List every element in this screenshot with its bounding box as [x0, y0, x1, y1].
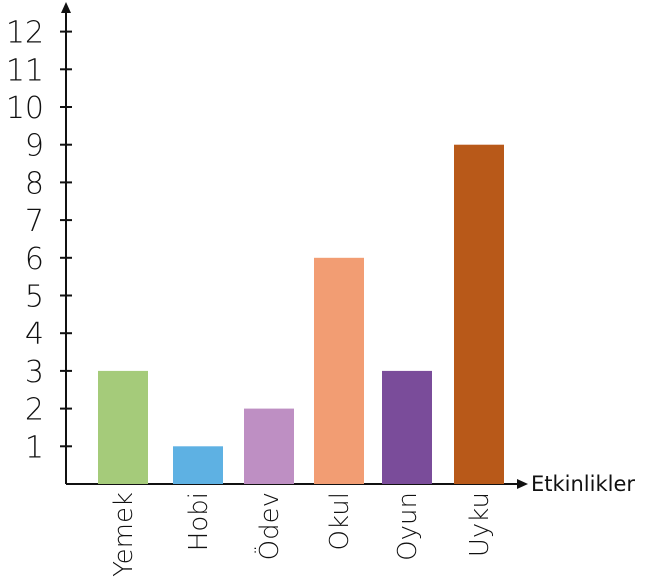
bar-oyun	[382, 370, 432, 484]
y-tick-label: 6	[25, 242, 44, 277]
category-label: Ödev	[253, 492, 285, 560]
bar-okul	[314, 257, 364, 484]
y-tick-label: 3	[25, 355, 44, 390]
y-tick-label: 1	[25, 430, 44, 465]
y-axis-arrow-icon	[61, 2, 71, 13]
bar-hobi	[173, 446, 223, 484]
category-label: Yemek	[109, 492, 139, 577]
y-tick-label: 7	[25, 204, 44, 239]
category-labels: Yemek Hobi Ödev Okul Oyun Uyku	[109, 492, 495, 577]
category-label: Hobi	[184, 492, 214, 551]
y-tick-label: 11	[6, 53, 44, 88]
y-tick-label: 2	[25, 393, 44, 428]
x-axis-arrow-icon	[517, 479, 528, 489]
x-axis-title: Etkinlikler	[531, 472, 635, 496]
category-label: Uyku	[465, 492, 495, 557]
y-tick-label: 12	[6, 16, 44, 51]
bar-uyku	[454, 144, 504, 484]
bar-yemek	[98, 370, 148, 484]
category-label: Okul	[325, 492, 355, 550]
bars	[98, 144, 504, 484]
y-tick-label: 8	[25, 166, 44, 201]
y-tick-label: 9	[25, 129, 44, 164]
y-tick-label: 10	[6, 91, 44, 126]
y-tick-label: 5	[25, 280, 44, 315]
bar-ödev	[244, 408, 294, 484]
y-tick-label: 4	[25, 317, 44, 352]
category-label: Oyun	[393, 492, 423, 561]
